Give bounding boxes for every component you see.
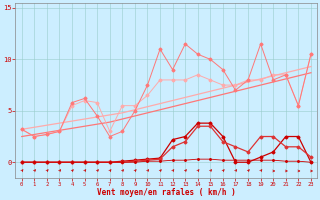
X-axis label: Vent moyen/en rafales ( km/h ): Vent moyen/en rafales ( km/h ) — [97, 188, 236, 197]
